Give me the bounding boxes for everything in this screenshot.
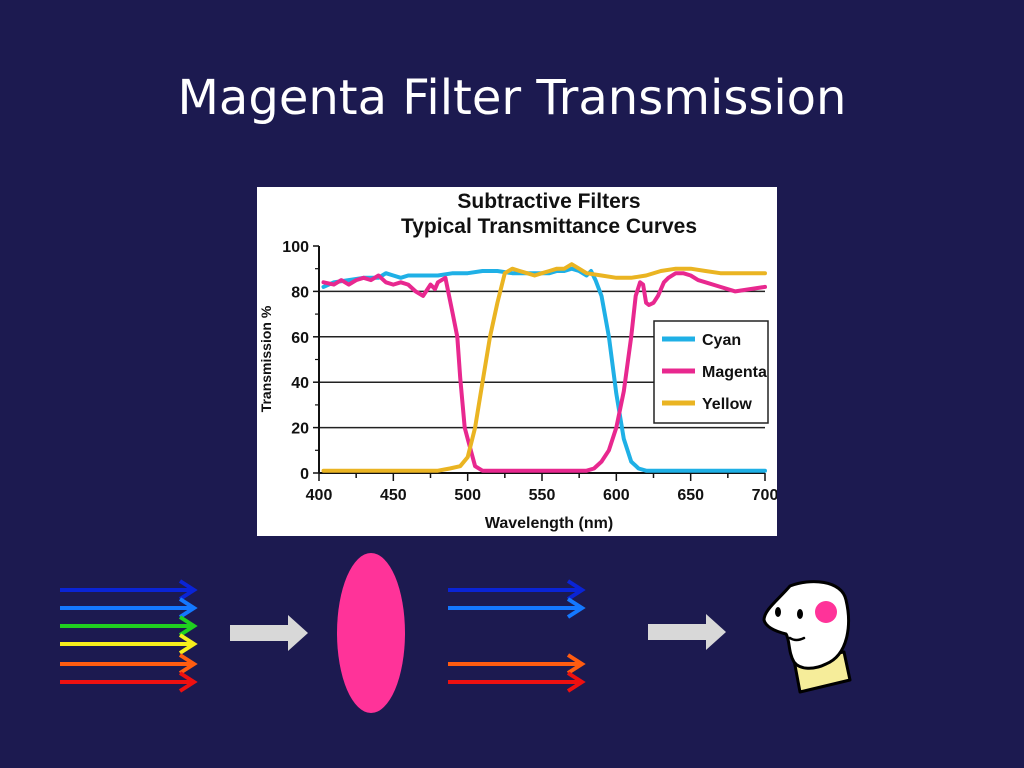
axis-layer: 0 20 40 60 80 100 400 450 500 550 600 650 700 [282, 239, 777, 504]
incoming-light-rays [60, 579, 198, 693]
filter-diagram [60, 553, 852, 713]
ray-arrowhead-icon [178, 579, 198, 601]
y-tick-label: 60 [291, 330, 309, 347]
series-line-yellow [321, 262, 767, 473]
right-arrow-1-icon [230, 615, 308, 651]
series-line-cyan [321, 266, 767, 473]
transmission-chart: Subtractive Filters Typical Transmittanc… [257, 187, 777, 536]
ray-arrowhead-icon [566, 579, 586, 601]
slide-title: Magenta Filter Transmission [177, 70, 847, 126]
y-axis-label: Transmission % [258, 305, 274, 412]
series-line-magenta [321, 271, 767, 473]
chart-svg: Subtractive Filters Typical Transmittanc… [258, 190, 777, 532]
x-tick-label: 450 [380, 487, 407, 504]
y-tick-label: 100 [282, 239, 309, 256]
ray-arrowhead-icon [178, 653, 198, 675]
x-tick-label: 700 [752, 487, 777, 504]
x-tick-label: 400 [306, 487, 333, 504]
x-axis-label: Wavelength (nm) [485, 515, 613, 532]
ray-arrowhead-icon [566, 671, 586, 693]
chart-title: Subtractive Filters [457, 190, 640, 213]
series-layer [321, 262, 767, 473]
legend-label-yellow: Yellow [702, 396, 752, 413]
y-tick-label: 20 [291, 421, 309, 438]
legend: Cyan Magenta Yellow [653, 320, 769, 424]
x-tick-label: 600 [603, 487, 630, 504]
observer-face-icon [762, 580, 852, 694]
y-tick-label: 0 [300, 466, 309, 483]
legend-label-cyan: Cyan [702, 332, 741, 349]
ray-arrowhead-icon [566, 597, 586, 619]
ray-arrowhead-icon [566, 653, 586, 675]
right-arrow-2-icon [648, 614, 726, 650]
y-tick-label: 80 [291, 284, 309, 301]
ray-arrowhead-icon [178, 671, 198, 693]
ray-arrowhead-icon [178, 615, 198, 637]
ray-arrowhead-icon [178, 597, 198, 619]
legend-label-magenta: Magenta [702, 364, 767, 381]
x-tick-label: 500 [454, 487, 481, 504]
magenta-filter-icon [337, 553, 405, 713]
x-tick-label: 550 [529, 487, 556, 504]
outgoing-light-rays [448, 579, 586, 693]
x-tick-label: 650 [677, 487, 704, 504]
y-tick-label: 40 [291, 375, 309, 392]
chart-subtitle: Typical Transmittance Curves [401, 215, 697, 238]
ray-arrowhead-icon [178, 633, 198, 655]
